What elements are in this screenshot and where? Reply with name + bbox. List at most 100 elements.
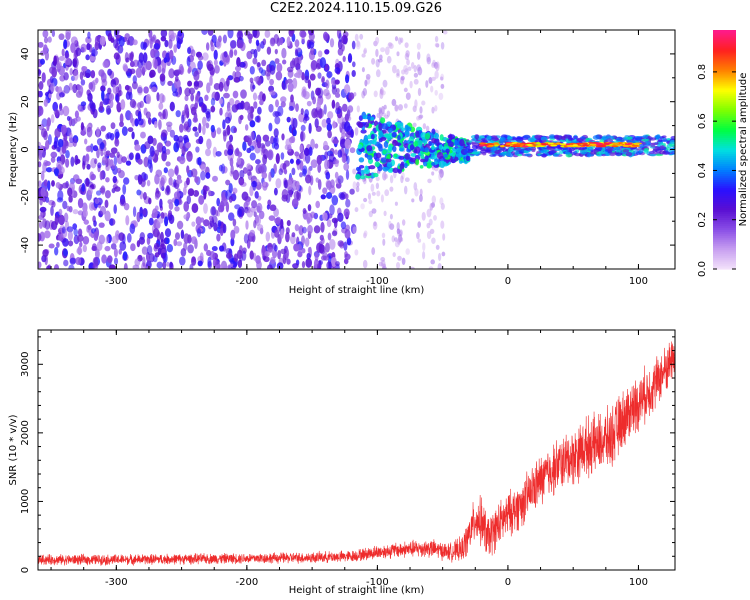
spectrogram-cell (117, 45, 124, 54)
spectrogram-cell (284, 180, 288, 189)
spectrogram-cell (311, 108, 318, 119)
spectrogram-cell (232, 70, 237, 80)
spectrogram-cell (168, 39, 173, 49)
spectrogram-cell (214, 65, 220, 74)
spectrogram-cell (410, 61, 415, 69)
spectrogram-cell (524, 147, 532, 151)
spectrogram-cell (332, 120, 336, 129)
spectrogram-cell (187, 46, 192, 55)
spectrogram-cell (85, 36, 92, 44)
spectrogram-cell (210, 206, 217, 216)
spectrogram-cell (262, 154, 268, 165)
spectrogram-cell (326, 261, 332, 269)
spectrogram-cell (420, 154, 425, 160)
spectrogram-cell (318, 243, 325, 254)
spectrogram-cell (378, 145, 383, 152)
spectrogram-cell (598, 150, 604, 155)
spectrogram-cell (404, 68, 409, 75)
spectrogram-cell (214, 209, 219, 217)
spectrogram-cell (164, 39, 169, 48)
spectrogram-cell (317, 108, 325, 119)
spectrogram-cell (375, 58, 380, 68)
spectrogram-cell (343, 121, 351, 133)
spectrogram-cell (101, 156, 108, 165)
spectrogram-cell (319, 57, 327, 69)
spectrogram-cell (486, 145, 494, 148)
spectrogram-cell (274, 58, 280, 64)
spectrogram-cell (276, 262, 284, 269)
spectrogram-cell (183, 134, 189, 141)
spectrogram-cell (137, 111, 142, 122)
spectrogram-cell (434, 35, 439, 43)
spectrogram-cell (153, 42, 160, 50)
spectrogram-cell (321, 118, 328, 128)
spectrogram-cell (160, 212, 165, 220)
spectrogram-cell (334, 79, 340, 85)
spectrogram-cell (110, 243, 117, 250)
spectrogram-cell (352, 61, 356, 68)
spectrogram-cell (289, 158, 294, 164)
colorbar-step (713, 123, 736, 127)
spectrogram-cell (419, 146, 425, 152)
spectrogram-cell (239, 169, 245, 179)
spectrogram-cell (616, 138, 622, 142)
spectrogram-cell (79, 71, 84, 81)
spectrogram-cell (540, 149, 547, 154)
spectrogram-cell (197, 260, 203, 267)
spectrogram-cell (249, 145, 255, 151)
spectrogram-cell (209, 75, 213, 86)
colorbar-step (713, 177, 736, 180)
spectrogram-cell (151, 86, 157, 93)
spectrogram-cell (237, 259, 243, 269)
spectrogram-cell (77, 245, 82, 256)
spectrogram-cell (222, 119, 226, 130)
spectrogram-cell (275, 99, 279, 108)
spectrogram-cell (73, 117, 78, 124)
spectrogram-cell (167, 80, 173, 87)
spectrogram-cell (261, 59, 267, 67)
spectrogram-cell (400, 75, 405, 81)
spectrogram-cell (395, 261, 401, 269)
spectrogram-cell (396, 228, 401, 235)
colorbar-step (713, 205, 736, 208)
spectrogram-cell (396, 51, 400, 57)
spectrogram-cell (440, 73, 445, 81)
spectrogram-cell (416, 51, 421, 61)
spectrogram-cell (202, 116, 207, 127)
spectrogram-cell (670, 135, 675, 140)
spectrogram-cell (325, 180, 332, 190)
spectrogram-cell (299, 30, 306, 38)
spectrogram-cell (57, 138, 64, 148)
colorbar-step (713, 173, 736, 176)
colorbar-step (713, 65, 736, 69)
spectrogram-cell (432, 59, 436, 67)
spectrogram-cell (424, 133, 431, 140)
spectrogram-cell (245, 199, 250, 206)
spectrogram-cell (414, 146, 421, 154)
spectrogram-cell (38, 180, 42, 188)
spectrogram-cell (507, 148, 513, 153)
spectrogram-cell (77, 198, 84, 209)
colorbar-step (713, 199, 736, 202)
spectrogram-cell (56, 241, 60, 248)
spectrogram-cell (617, 144, 622, 147)
spectrogram-cell (499, 152, 507, 156)
spectrogram-cell (349, 188, 355, 195)
spectrogram-cell (404, 53, 410, 61)
spectrogram-cell (44, 160, 51, 167)
spectrogram-cell (292, 129, 297, 137)
spectrogram-cell (273, 137, 278, 144)
spectrogram-cell (535, 142, 541, 144)
spectrogram-cell (354, 207, 359, 213)
colorbar-step (713, 81, 736, 85)
spectrogram-cell (99, 35, 106, 46)
spectrogram-cell (381, 123, 388, 130)
spectrogram-cell (344, 138, 352, 150)
colorbar-step (713, 51, 736, 55)
spectrogram-cell (148, 197, 152, 205)
spectrogram-cell (437, 262, 442, 269)
spectrogram-cell (38, 261, 42, 269)
colorbar-step (713, 49, 736, 53)
spectrogram-cell (257, 106, 262, 115)
colorbar-step (713, 45, 736, 49)
